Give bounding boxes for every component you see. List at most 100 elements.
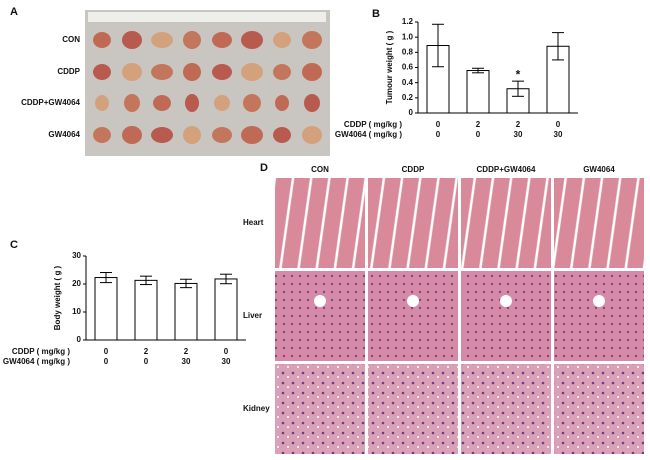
tumor [212,32,232,48]
y-tick-label: 10 [72,307,81,316]
vessel [593,295,605,307]
y-tick-label: 0.4 [402,78,414,87]
tumor [212,127,232,143]
column-label: CON [311,165,329,174]
tumor [124,94,140,112]
tumor [273,64,291,80]
tumor [183,31,201,49]
row-label: Kidney [243,404,270,413]
condition-value: 30 [554,130,563,139]
row-label: CDDP [57,67,80,76]
panel-label: A [10,6,18,18]
micrograph [368,271,458,361]
tumor [183,63,201,81]
y-tick-label: 30 [72,251,81,260]
tumor [241,31,263,49]
y-tick-label: 0 [409,108,414,117]
micrograph [368,178,458,268]
tumor [302,31,322,49]
panel-label: C [10,239,18,251]
row-label: CON [62,35,80,44]
y-tick-label: 20 [72,279,81,288]
row-label: Liver [243,311,262,320]
condition-value: 2 [516,120,521,129]
tumor [275,95,289,111]
micrograph [554,364,644,454]
condition-label: CDDP ( mg/kg ) [344,120,402,129]
condition-value: 0 [476,130,481,139]
condition-value: 30 [514,130,523,139]
tumor [273,127,291,143]
y-tick-label: 1.2 [402,17,414,26]
condition-value: 0 [104,357,109,366]
tumor [302,126,322,144]
column-label: GW4064 [583,165,615,174]
condition-value: 2 [144,347,149,356]
tumor [151,64,173,80]
y-axis-label: Body weight ( g ) [53,265,62,330]
tumor [122,126,142,144]
condition-value: 0 [556,120,561,129]
tumor [122,31,142,49]
micrograph [461,178,551,268]
tumor [241,63,263,81]
row-label: Heart [243,218,264,227]
tumor [93,32,111,48]
condition-label: GW4064 ( mg/kg ) [335,130,402,139]
condition-value: 0 [224,347,229,356]
condition-value: 2 [476,120,481,129]
row-label: CDDP+GW4064 [21,98,80,107]
tumor-photo [85,10,330,156]
tumor [243,94,261,112]
condition-value: 0 [436,120,441,129]
panel-label: D [260,162,268,174]
micrograph [554,271,644,361]
condition-value: 0 [144,357,149,366]
micrograph [275,178,365,268]
micrograph [554,178,644,268]
vessel [407,295,419,307]
row-label: GW4064 [48,130,80,139]
tumor [241,126,263,144]
condition-value: 2 [184,347,189,356]
condition-label: GW4064 ( mg/kg ) [3,357,70,366]
tumor [185,94,199,112]
tumor [151,127,173,143]
bar [174,282,198,341]
tumor [212,64,232,80]
condition-value: 30 [222,357,231,366]
tumor [93,127,111,143]
tumor [122,63,142,81]
tumor [273,32,291,48]
micrograph [275,364,365,454]
vessel [314,295,326,307]
column-label: CDDP+GW4064 [477,165,536,174]
condition-value: 30 [182,357,191,366]
bar [134,279,158,341]
micrograph [368,364,458,454]
y-tick-label: 1.0 [402,32,414,41]
tumor [153,95,171,111]
tumor [151,32,173,48]
y-axis-label: Tumour weight ( g ) [385,30,394,104]
condition-label: CDDP ( mg/kg ) [12,347,70,356]
significance-mark: * [516,67,521,81]
column-label: CDDP [402,165,425,174]
tumor [95,95,109,111]
condition-value: 0 [104,347,109,356]
vessel [500,295,512,307]
condition-value: 0 [436,130,441,139]
y-tick-label: 0.2 [402,93,414,102]
micrograph [461,364,551,454]
micrograph [275,271,365,361]
micrograph [461,271,551,361]
y-tick-label: 0.8 [402,47,414,56]
histology-grid [275,178,644,454]
tumor [302,63,322,81]
tumor [183,126,201,144]
panel-label: B [372,8,380,20]
tumor [93,64,111,80]
bar [94,277,118,341]
bar [214,278,238,341]
